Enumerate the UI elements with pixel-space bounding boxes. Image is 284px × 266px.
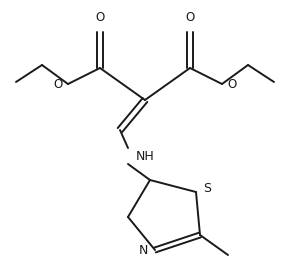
Text: S: S	[203, 182, 211, 196]
Text: N: N	[139, 243, 148, 256]
Text: O: O	[54, 77, 63, 90]
Text: NH: NH	[136, 149, 155, 163]
Text: O: O	[95, 11, 105, 24]
Text: O: O	[227, 77, 236, 90]
Text: O: O	[185, 11, 195, 24]
